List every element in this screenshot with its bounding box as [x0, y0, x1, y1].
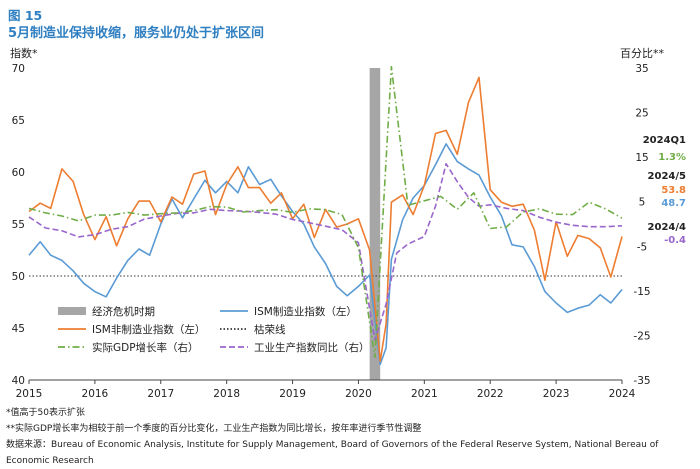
series-line-gdp — [28, 65, 623, 359]
x-tick-label: 2023 — [543, 388, 570, 400]
note-expansion: *值高于50表示扩张 — [6, 408, 85, 418]
right-y-tick-label: -15 — [633, 286, 650, 298]
legend-swatch-band — [58, 307, 86, 315]
annotation-value: 48.7 — [661, 198, 686, 209]
right-y-tick-label: 35 — [635, 63, 648, 75]
x-tick-label: 2024 — [609, 388, 636, 400]
note-gdp-definition: **实际GDP增长率为相较于前一个季度的百分比变化，工业生产指数为同比增长，按年… — [6, 424, 422, 434]
x-tick-label: 2018 — [213, 388, 240, 400]
left-y-tick-label: 60 — [12, 167, 25, 179]
right-y-tick-label: 25 — [635, 108, 648, 120]
legend-label: 实际GDP增长率（右） — [92, 341, 199, 354]
x-tick-label: 2017 — [147, 388, 174, 400]
legend-label: 工业生产指数同比（右） — [254, 341, 370, 354]
series-line-industrial-production — [28, 163, 623, 341]
annotation-value: -0.4 — [664, 235, 686, 246]
right-y-tick-label: 5 — [639, 197, 646, 209]
left-y-tick-label: 50 — [12, 271, 25, 283]
right-y-tick-label: -35 — [633, 375, 650, 387]
right-y-tick-label: -25 — [633, 330, 650, 342]
legend-label: 经济危机时期 — [92, 305, 155, 318]
annotation-period: 2024/5 — [648, 171, 686, 182]
right-axis-title: 百分比** — [620, 47, 664, 60]
series-line-ism-manufacturing — [28, 143, 623, 366]
annotation-value: 1.3% — [658, 152, 686, 163]
x-tick-label: 2020 — [345, 388, 372, 400]
annotation-value: 53.8 — [661, 185, 686, 196]
note-source: 数据来源：Bureau of Economic Analysis, Instit… — [6, 440, 659, 466]
legend-label: 枯荣线 — [254, 323, 286, 336]
series-line-ism-services — [28, 76, 623, 363]
x-tick-label: 2021 — [411, 388, 438, 400]
annotation-period: 2024/4 — [648, 222, 686, 233]
left-axis-title: 指数* — [10, 47, 38, 60]
x-tick-label: 2019 — [279, 388, 306, 400]
figure-number: 图 15 — [8, 8, 43, 23]
legend-label: ISM非制造业指数（左） — [92, 323, 205, 336]
left-y-tick-label: 55 — [12, 219, 25, 231]
chart: 2015 2016 2017 2018 2019 2020 2021 2022 2023 2024… — [12, 63, 686, 400]
left-y-tick-label: 70 — [12, 63, 25, 75]
legend-label: ISM制造业指数（左） — [254, 305, 357, 318]
figure-title: 5月制造业保持收缩，服务业仍处于扩张区间 — [8, 26, 265, 41]
left-y-tick-label: 40 — [12, 375, 25, 387]
x-tick-label: 2022 — [477, 388, 504, 400]
left-y-tick-label: 45 — [12, 323, 25, 335]
x-tick-label: 2015 — [16, 388, 43, 400]
notes: *值高于50表示扩张 **实际GDP增长率为相较于前一个季度的百分比变化，工业生… — [6, 405, 700, 469]
left-y-tick-label: 65 — [12, 115, 25, 127]
annotation-period: 2024Q1 — [643, 135, 686, 146]
right-y-tick-label: -5 — [637, 241, 647, 253]
recession-band — [369, 68, 381, 380]
x-tick-label: 2016 — [82, 388, 109, 400]
right-y-tick-label: 15 — [635, 152, 648, 164]
